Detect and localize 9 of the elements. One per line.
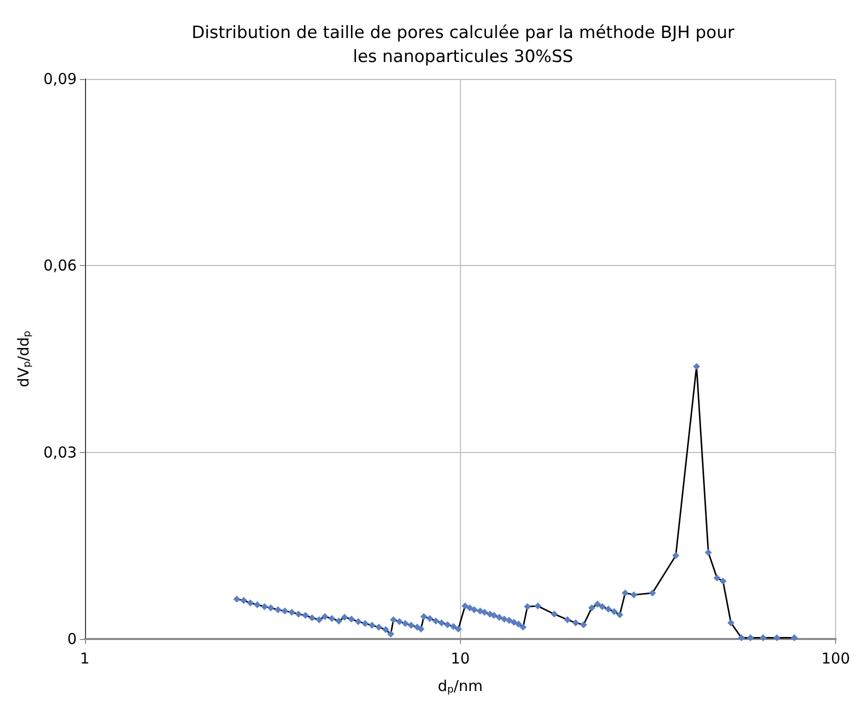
y-tick-label: 0 xyxy=(67,630,77,648)
y-tick-label: 0,06 xyxy=(43,256,77,275)
y-tick-label: 0,09 xyxy=(43,70,77,88)
x-tick-label: 10 xyxy=(450,650,470,668)
chart-title: Distribution de taille de pores calculée par la méthode BJH pour les nanoparticules 30%SS xyxy=(192,23,734,67)
x-tick-label: 1 xyxy=(80,650,90,668)
y-tick-label: 0,03 xyxy=(43,443,77,462)
y-axis-title: dVp/ddp xyxy=(14,330,33,388)
x-tick-label: 100 xyxy=(821,650,850,668)
